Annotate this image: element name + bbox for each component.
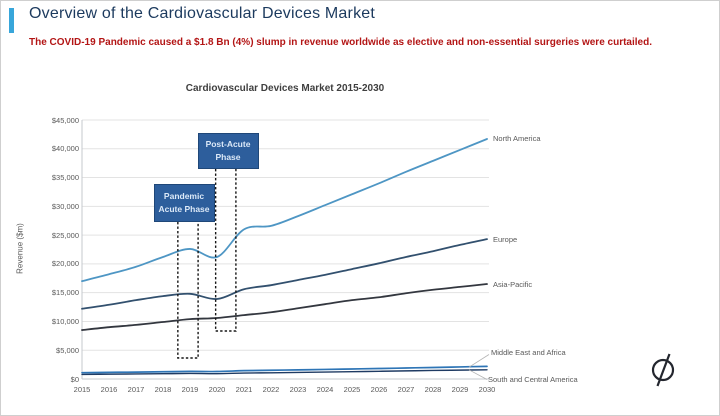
header-accent-bar <box>9 8 14 33</box>
series-label-south-and-central-america: South and Central America <box>488 374 578 384</box>
series-label-asia-pacific: Asia-Pacific <box>493 279 533 289</box>
series-label-europe: Europe <box>493 234 518 244</box>
x-axis-tick-label: 2015 <box>73 385 91 394</box>
y-axis-tick-label: $35,000 <box>51 173 79 183</box>
x-axis-tick-label: 2018 <box>154 385 172 394</box>
annotation-box-post-acute-phase: Post-Acute Phase <box>197 133 259 169</box>
leader-line <box>468 354 490 368</box>
leader-line <box>468 369 488 380</box>
y-axis-tick-label: $25,000 <box>51 230 79 240</box>
series-line-europe <box>81 238 488 310</box>
x-axis-tick-label: 2024 <box>316 385 334 394</box>
x-axis-tick-label: 2016 <box>100 385 118 394</box>
annotation-dashed-region <box>214 169 237 332</box>
page-subtitle: The COVID-19 Pandemic caused a $1.8 Bn (… <box>29 37 652 48</box>
y-axis-tick-label: $15,000 <box>51 288 79 298</box>
compass-logo-icon <box>651 353 675 387</box>
annotation-box-pandemic-acute-phase: Pandemic Acute Phase <box>153 184 215 222</box>
y-axis-tick-label: $20,000 <box>51 259 79 269</box>
y-axis-tick-label: $0 <box>70 374 79 384</box>
x-axis-tick-label: 2017 <box>127 385 145 394</box>
series-line-south-and-central-america <box>81 369 488 376</box>
x-axis-tick-label: 2019 <box>181 385 199 394</box>
x-axis-tick-label: 2025 <box>343 385 361 394</box>
x-axis-tick-label: 2021 <box>235 385 253 394</box>
series-label-north-america: North America <box>493 134 541 144</box>
series-label-middle-east-and-africa: Middle East and Africa <box>491 348 566 358</box>
series-line-asia-pacific <box>81 283 488 331</box>
x-axis-tick-label: 2020 <box>208 385 226 394</box>
page-title: Overview of the Cardiovascular Devices M… <box>29 5 376 22</box>
x-axis-tick-label: 2029 <box>451 385 469 394</box>
annotation-dashed-region <box>177 222 199 359</box>
x-axis-tick-label: 2028 <box>424 385 442 394</box>
x-axis-tick-label: 2022 <box>262 385 280 394</box>
chart-title: Cardiovascular Devices Market 2015-2030 <box>185 83 385 94</box>
y-axis-tick-label: $30,000 <box>51 201 79 211</box>
x-axis-tick-label: 2030 <box>478 385 496 394</box>
series-line-middle-east-and-africa <box>81 365 488 374</box>
series-line-north-america <box>81 138 488 283</box>
x-axis-tick-label: 2027 <box>397 385 415 394</box>
y-axis-tick-label: $40,000 <box>51 144 79 154</box>
x-axis-tick-label: 2026 <box>370 385 388 394</box>
x-axis-tick-label: 2023 <box>289 385 307 394</box>
y-axis-tick-label: $5,000 <box>56 345 79 355</box>
y-axis-tick-label: $10,000 <box>51 316 79 326</box>
y-axis-tick-label: $45,000 <box>51 115 79 125</box>
